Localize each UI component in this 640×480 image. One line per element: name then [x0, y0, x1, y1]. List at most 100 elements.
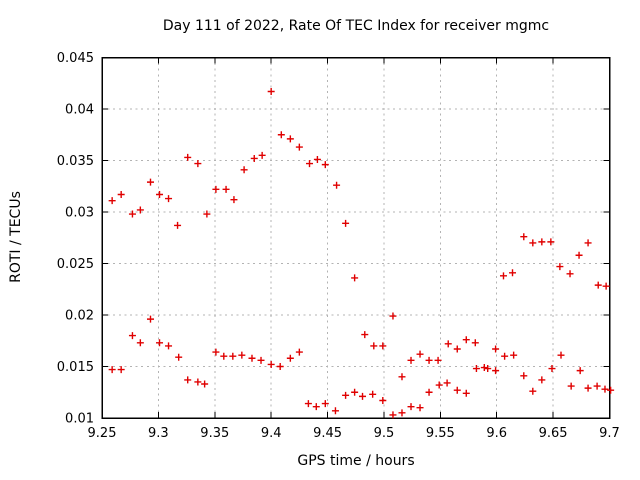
data-point-marker — [389, 312, 397, 320]
data-point-marker — [407, 356, 415, 364]
data-point-marker — [312, 403, 320, 411]
data-point-marker — [510, 351, 518, 359]
data-point-marker — [136, 339, 144, 347]
data-point-marker — [240, 166, 248, 174]
data-point-marker — [462, 336, 470, 344]
data-point-marker — [499, 272, 507, 280]
y-tick-label: 0.045 — [57, 51, 94, 66]
chart-title: Day 111 of 2022, Rate Of TEC Index for r… — [162, 18, 550, 34]
data-point-marker — [548, 365, 556, 373]
data-point-marker — [117, 366, 125, 374]
data-point-marker — [313, 155, 321, 163]
x-tick-label: 9.25 — [88, 426, 117, 441]
data-point-marker — [184, 153, 192, 161]
data-point-marker — [117, 190, 125, 198]
data-point-marker — [156, 190, 164, 198]
data-point-marker — [435, 381, 443, 389]
data-point-marker — [128, 332, 136, 340]
x-tick-label: 9.65 — [539, 426, 568, 441]
data-point-marker — [472, 365, 480, 373]
data-point-marker — [286, 354, 294, 362]
data-point-marker — [212, 348, 220, 356]
x-tick-label: 9.3 — [148, 426, 169, 441]
y-tick-label: 0.04 — [65, 103, 94, 118]
data-point-marker — [184, 376, 192, 384]
y-tick-label: 0.015 — [57, 360, 94, 375]
data-point-marker — [369, 390, 377, 398]
data-point-marker — [529, 387, 537, 395]
data-point-marker — [576, 367, 584, 375]
data-point-marker — [480, 364, 488, 372]
data-point-marker — [379, 396, 387, 404]
data-point-marker — [566, 270, 574, 278]
data-point-marker — [174, 221, 182, 229]
tick-labels: 9.25 9.3 9.35 9.4 9.45 9.5 9.55 9.6 9.65 9.7 0.01 0… — [57, 51, 620, 441]
data-point-marker — [601, 385, 609, 393]
x-tick-label: 9.5 — [374, 426, 395, 441]
data-point-marker — [286, 135, 294, 143]
data-point-marker — [370, 342, 378, 350]
data-point-marker — [146, 315, 154, 323]
data-point-marker — [156, 339, 164, 347]
data-point-marker — [462, 389, 470, 397]
data-point-marker — [425, 356, 433, 364]
data-point-marker — [389, 411, 397, 419]
data-point-marker — [484, 365, 492, 373]
data-point-marker — [351, 274, 359, 282]
data-point-marker — [304, 400, 312, 408]
data-point-marker — [425, 388, 433, 396]
data-point-marker — [136, 206, 144, 214]
data-point-marker — [351, 388, 359, 396]
data-point-marker — [529, 239, 537, 247]
data-point-marker — [602, 282, 610, 290]
data-point-marker — [108, 366, 116, 374]
data-point-marker — [108, 197, 116, 205]
data-point-marker — [257, 356, 265, 364]
data-point-marker — [295, 143, 303, 151]
data-point-marker — [276, 363, 284, 370]
data-point-marker — [128, 210, 136, 218]
tick-marks — [101, 57, 610, 419]
data-point-marker — [557, 351, 565, 359]
data-point-marker — [593, 382, 601, 390]
data-point-marker — [201, 380, 209, 388]
data-point-marker — [342, 219, 350, 227]
data-point-marker — [194, 160, 202, 168]
x-tick-label: 9.55 — [426, 426, 455, 441]
data-point-marker — [229, 352, 237, 360]
x-tick-label: 9.45 — [313, 426, 342, 441]
data-point-marker — [453, 386, 461, 394]
data-point-marker — [165, 342, 173, 350]
y-tick-label: 0.02 — [65, 309, 94, 324]
data-point-marker — [547, 238, 555, 246]
data-point-marker — [509, 269, 517, 277]
data-point-marker — [471, 339, 479, 347]
data-point-marker — [321, 400, 329, 408]
plot-frame — [101, 56, 611, 419]
data-point-marker — [520, 372, 528, 380]
data-point-marker — [342, 391, 350, 399]
data-point-marker — [277, 131, 285, 139]
data-point-marker — [258, 151, 266, 159]
data-point-marker — [520, 233, 528, 241]
data-point-marker — [538, 238, 546, 246]
data-point-marker — [194, 378, 202, 386]
x-tick-label: 9.4 — [261, 426, 282, 441]
y-tick-label: 0.01 — [65, 412, 94, 427]
y-tick-label: 0.035 — [57, 154, 94, 169]
data-point-marker — [556, 263, 564, 271]
data-point-marker — [331, 407, 339, 415]
data-point-marker — [238, 351, 246, 359]
data-point-marker — [379, 342, 387, 350]
data-point-marker — [222, 185, 230, 193]
data-point-marker — [567, 382, 575, 390]
data-point-marker — [333, 181, 341, 189]
data-point-marker — [248, 354, 256, 362]
x-axis-label: GPS time / hours — [297, 453, 415, 469]
data-point-marker — [453, 345, 461, 353]
gridlines — [102, 57, 610, 418]
data-point-marker — [575, 251, 583, 259]
data-point-marker — [416, 350, 424, 358]
data-point-marker — [212, 185, 220, 193]
data-point-marker — [175, 353, 183, 361]
